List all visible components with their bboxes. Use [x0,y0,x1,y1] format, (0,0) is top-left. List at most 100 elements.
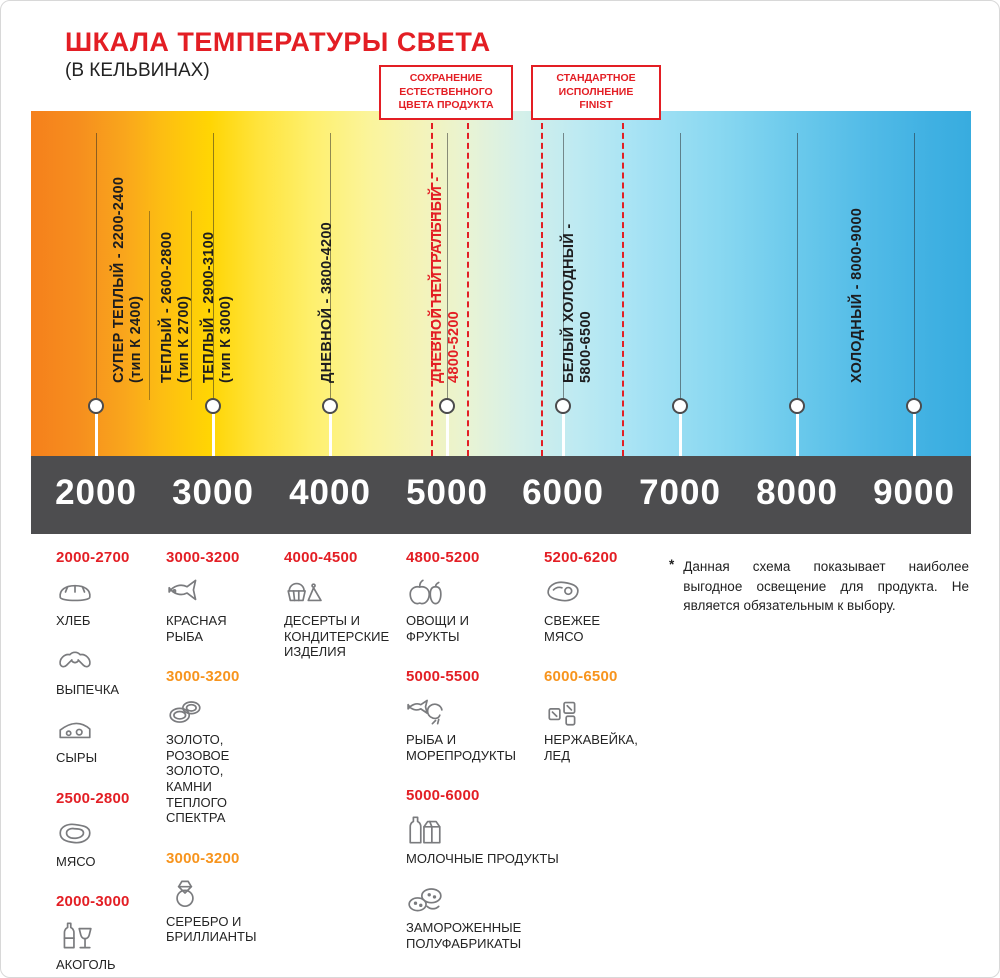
tick-line [797,133,798,400]
dairy-icon [406,814,538,846]
axis-tick-2000: 2000 [55,473,137,512]
kelvin-axis: 2000 3000 4000 5000 6000 7000 8000 9000 [31,456,971,534]
legend-item: СВЕЖЕЕ МЯСО [544,576,662,644]
page-subtitle: (В КЕЛЬВИНАХ) [65,60,210,81]
range-label: 3000-3200 [166,549,240,566]
fish-icon [166,576,274,608]
marker-stem [561,414,565,456]
legend-item: ДЕСЕРТЫ И КОНДИТЕРСКИЕ ИЗДЕЛИЯ [284,576,396,660]
band-label-cold: ХОЛОДНЫЙ - 8000-9000 [849,207,865,383]
vegetables-icon [406,576,538,608]
cheese-icon [56,713,156,745]
footnote-star: * [669,557,675,572]
bread-icon [56,576,156,608]
tick-marker [906,398,922,414]
range-label: 6000-6500 [544,668,618,686]
range-label: 5000-5500 [406,668,480,686]
tick-line [447,133,448,400]
band-label-super-warm: СУПЕР ТЕПЛЫЙ - 2200-2400 (тип К 2400) [111,176,144,383]
legend-item: СЕРЕБРО И БРИЛЛИАНТЫ [166,877,274,945]
marker-stem [328,414,332,456]
tick-line [563,133,564,400]
band-label-warm-2700: ТЕПЛЫЙ - 2600-2800 (тип К 2700) [159,231,192,383]
range-label: 4800-5200 [406,549,480,566]
frozen-icon [406,883,538,915]
seafood-icon [406,695,538,727]
marker-stem [795,414,799,456]
tick-line [914,133,915,400]
range-label: 2000-3000 [56,893,130,911]
tick-marker [205,398,221,414]
legend-item: ЗАМОРОЖЕННЫЕ ПОЛУФАБРИКАТЫ [406,883,538,951]
axis-tick-9000: 9000 [873,473,955,512]
range-label: 4000-4500 [284,549,358,566]
legend-item: МЯСО [56,817,156,870]
callout-natural-color: СОХРАНЕНИЕ ЕСТЕСТВЕННОГО ЦВЕТА ПРОДУКТА [379,65,513,120]
dashed-guide-line [431,123,433,456]
callout-finist: СТАНДАРТНОЕ ИСПОЛНЕНИЕ FINIST [531,65,661,120]
range-label: 5000-6000 [406,787,480,805]
fresh-meat-icon [544,576,662,608]
kelvin-gradient-bar: СУПЕР ТЕПЛЫЙ - 2200-2400 (тип К 2400) ТЕ… [31,111,971,456]
range-label: 3000-3200 [166,668,240,686]
tick-marker [672,398,688,414]
band-label-daylight: ДНЕВНОЙ - 3800-4200 [319,221,335,383]
legend-item: ВЫПЕЧКА [56,645,156,698]
legend-item: РЫБА И МОРЕПРОДУКТЫ [406,695,538,763]
tick-marker [88,398,104,414]
dashed-guide-line [541,123,543,456]
range-label: 2000-2700 [56,549,130,566]
croissant-icon [56,645,156,677]
alcohol-icon [56,920,156,952]
marker-stem [912,414,916,456]
axis-tick-5000: 5000 [406,473,488,512]
rings-icon [166,695,274,727]
range-label: 5200-6200 [544,549,618,566]
range-label: 3000-3200 [166,849,240,867]
legend-column-3: 4000-4500 ДЕСЕРТЫ И КОНДИТЕРСКИЕ ИЗДЕЛИЯ [284,549,396,684]
marker-stem [445,414,449,456]
legend-column-1: 2000-2700 ХЛЕБ ВЫПЕЧКА СЫРЫ 250 [56,549,156,977]
legend-item: ХЛЕБ [56,576,156,629]
legend-item: НЕРЖАВЕЙКА, ЛЕД [544,695,662,763]
tick-marker [322,398,338,414]
axis-tick-6000: 6000 [522,473,604,512]
axis-tick-8000: 8000 [756,473,838,512]
legend-column-2: 3000-3200 КРАСНАЯ РЫБА 3000-3200 ЗОЛОТО,… [166,549,274,969]
tick-marker [555,398,571,414]
tick-line [680,133,681,400]
separator-line [191,211,192,400]
marker-stem [211,414,215,456]
range-label: 2500-2800 [56,789,130,807]
legend-column-5: 5200-6200 СВЕЖЕЕ МЯСО 6000-6500 НЕРЖАВЕЙ… [544,549,662,787]
diamond-icon [166,877,274,909]
tick-marker [439,398,455,414]
tick-marker [789,398,805,414]
axis-tick-7000: 7000 [639,473,721,512]
tick-line [330,133,331,400]
footnote: * Данная схема показывает наиболее выгод… [669,557,969,616]
footnote-text: Данная схема показывает наиболее выгодно… [683,559,969,614]
legend-item: АКОГОЛЬ [56,920,156,973]
legend-item: КРАСНАЯ РЫБА [166,576,274,644]
tick-line [213,133,214,400]
legend-column-4: 4800-5200 ОВОЩИ И ФРУКТЫ 5000-5500 РЫБА … [406,549,559,975]
dashed-guide-line [467,123,469,456]
page-title: ШКАЛА ТЕМПЕРАТУРЫ СВЕТА [65,27,491,57]
marker-stem [678,414,682,456]
separator-line [149,211,150,400]
ice-icon [544,695,662,727]
legend-item: МОЛОЧНЫЕ ПРОДУКТЫ [406,814,559,867]
band-label-cool-white: БЕЛЫЙ ХОЛОДНЫЙ - 5800-6500 [561,223,594,383]
band-label-day-neutral: ДНЕВНОЙ НЕЙТРАЛЬНЫЙ - 4800-5200 [429,176,462,383]
dashed-guide-line [622,123,624,456]
legend-item: ЗОЛОТО, РОЗОВОЕ ЗОЛОТО, КАМНИ ТЕПЛОГО СП… [166,695,274,826]
band-label-warm-3000: ТЕПЛЫЙ - 2900-3100 (тип К 3000) [201,231,234,383]
legend-item: ОВОЩИ И ФРУКТЫ [406,576,538,644]
axis-tick-4000: 4000 [289,473,371,512]
marker-stem [94,414,98,456]
meat-icon [56,817,156,849]
tick-line [96,133,97,400]
legend-item: СЫРЫ [56,713,156,766]
